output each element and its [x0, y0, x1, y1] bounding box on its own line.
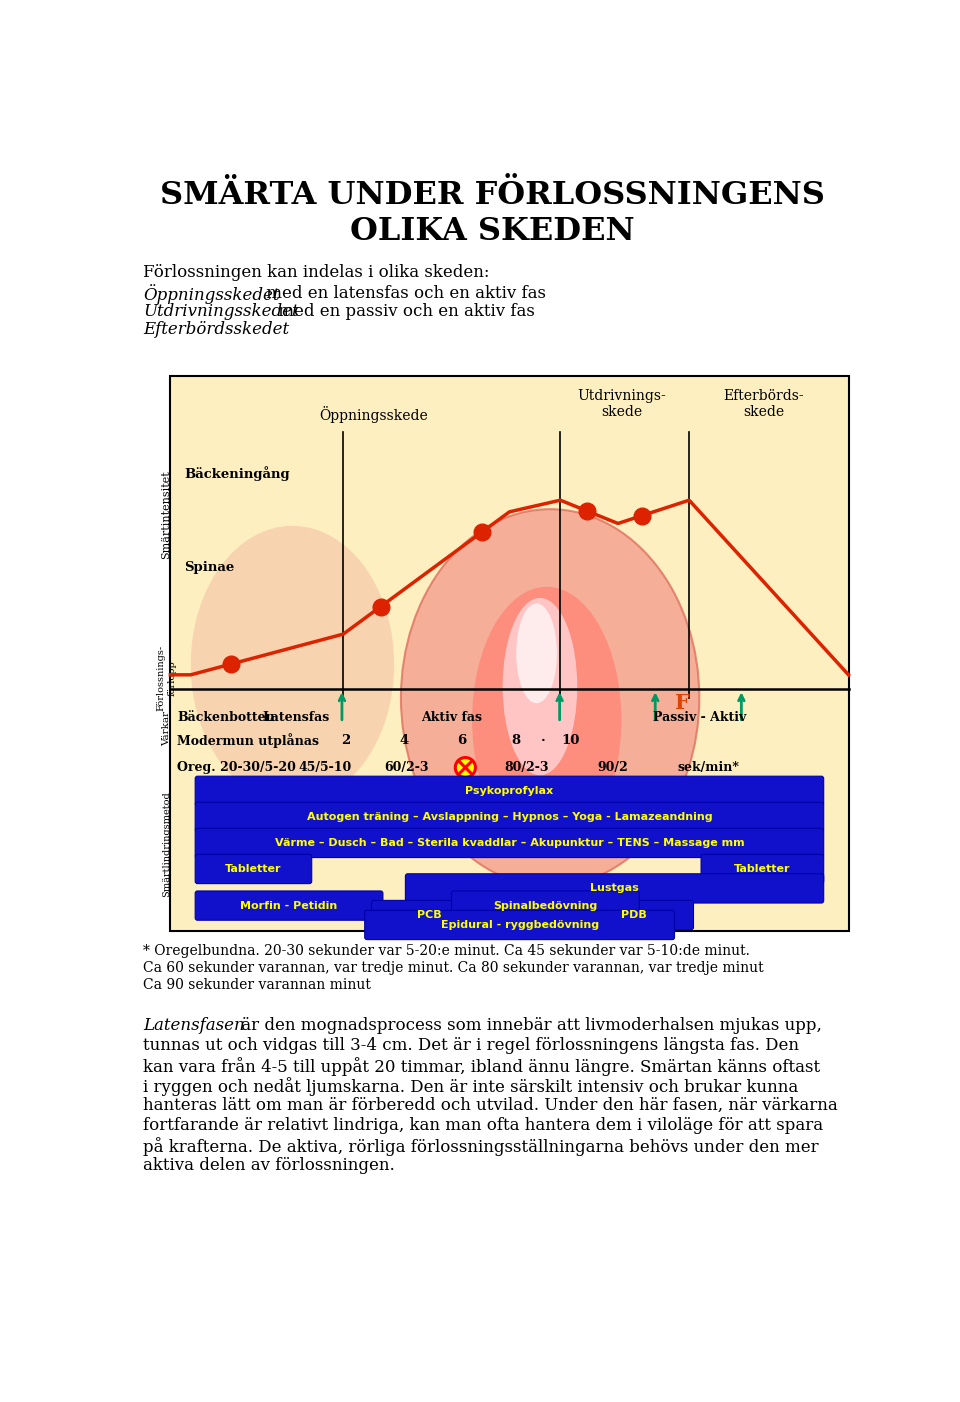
Text: Förlossnings-
förlopp: Förlossnings- förlopp: [156, 645, 177, 711]
Text: Lustgas: Lustgas: [590, 883, 639, 893]
Text: med en passiv och en aktiv fas: med en passiv och en aktiv fas: [274, 303, 536, 320]
Text: 4: 4: [399, 735, 409, 747]
Text: OLIKA SKEDEN: OLIKA SKEDEN: [349, 216, 635, 247]
Text: är den mognadsprocess som innebär att livmoderhalsen mjukas upp,: är den mognadsprocess som innebär att li…: [236, 1016, 822, 1033]
Ellipse shape: [516, 603, 557, 704]
Text: ·: ·: [541, 735, 545, 747]
Text: 60/2-3: 60/2-3: [384, 761, 428, 774]
Text: Tabletter: Tabletter: [734, 864, 791, 873]
Text: Spinalbedövning: Spinalbedövning: [493, 900, 597, 910]
Text: 10: 10: [562, 735, 580, 747]
FancyBboxPatch shape: [195, 802, 824, 831]
Text: 45/5-10: 45/5-10: [299, 761, 351, 774]
Text: sek/min*: sek/min*: [678, 761, 739, 774]
Text: fortfarande är relativt lindriga, kan man ofta hantera dem i viloläge för att sp: fortfarande är relativt lindriga, kan ma…: [143, 1117, 824, 1134]
FancyBboxPatch shape: [195, 829, 824, 858]
FancyBboxPatch shape: [195, 890, 383, 920]
Text: Aktiv fas: Aktiv fas: [421, 711, 482, 723]
Text: Bäckenbotten: Bäckenbotten: [178, 711, 275, 723]
Text: Smärtlindringsmetod: Smärtlindringsmetod: [162, 792, 171, 897]
Text: Öppningsskedet: Öppningsskedet: [143, 285, 279, 304]
Text: Utdrivningsskedet: Utdrivningsskedet: [143, 303, 299, 320]
Text: Bäckeningång: Bäckeningång: [184, 465, 290, 481]
Text: Latensfas: Latensfas: [262, 711, 329, 723]
Text: Psykoprofylax: Psykoprofylax: [466, 787, 554, 796]
Ellipse shape: [472, 587, 621, 852]
Text: 2: 2: [341, 735, 350, 747]
Text: aktiva delen av förlossningen.: aktiva delen av förlossningen.: [143, 1157, 395, 1173]
Circle shape: [455, 757, 475, 778]
Text: Modermun utplånas: Modermun utplånas: [178, 733, 319, 749]
Text: Ca 90 sekunder varannan minut: Ca 90 sekunder varannan minut: [143, 979, 372, 993]
Text: Morfin - Petidin: Morfin - Petidin: [240, 900, 338, 910]
Text: Tabletter: Tabletter: [226, 864, 281, 873]
Text: F: F: [675, 693, 689, 714]
Text: Förlossningen kan indelas i olika skeden:: Förlossningen kan indelas i olika skeden…: [143, 265, 490, 282]
Text: Spinae: Spinae: [184, 561, 234, 573]
Text: Ca 60 sekunder varannan, var tredje minut. Ca 80 sekunder varannan, var tredje m: Ca 60 sekunder varannan, var tredje minu…: [143, 962, 764, 976]
Text: * Oregelbundna. 20-30 sekunder var 5-20:e minut. Ca 45 sekunder var 5-10:de minu: * Oregelbundna. 20-30 sekunder var 5-20:…: [143, 945, 750, 959]
FancyBboxPatch shape: [451, 890, 639, 920]
Text: tunnas ut och vidgas till 3-4 cm. Det är i regel förlossningens längsta fas. Den: tunnas ut och vidgas till 3-4 cm. Det är…: [143, 1037, 800, 1054]
Text: Epidural - ryggbedövning: Epidural - ryggbedövning: [441, 920, 599, 930]
Ellipse shape: [401, 509, 699, 886]
Text: med en latensfas och en aktiv fas: med en latensfas och en aktiv fas: [261, 285, 546, 301]
Text: SMÄRTA UNDER FÖRLOSSNINGENS: SMÄRTA UNDER FÖRLOSSNINGENS: [159, 179, 825, 210]
Ellipse shape: [191, 526, 395, 803]
Text: Autogen träning – Avslappning – Hypnos – Yoga - Lamazeandning: Autogen träning – Avslappning – Hypnos –…: [306, 812, 712, 822]
Text: Värkar: Värkar: [162, 711, 171, 746]
Text: 6: 6: [457, 735, 467, 747]
FancyBboxPatch shape: [372, 900, 488, 930]
FancyBboxPatch shape: [405, 873, 824, 903]
Text: Passiv - Aktiv: Passiv - Aktiv: [653, 711, 746, 723]
Text: PDB: PDB: [621, 910, 647, 920]
Text: Oreg. 20-30/5-20: Oreg. 20-30/5-20: [178, 761, 296, 774]
Text: Efterbördsskedet: Efterbördsskedet: [143, 321, 289, 338]
Text: PCB: PCB: [418, 910, 442, 920]
Ellipse shape: [503, 597, 577, 775]
Text: Öppningsskede: Öppningsskede: [320, 407, 428, 423]
Text: Värme – Dusch – Bad – Sterila kvaddlar – Akupunktur – TENS – Massage mm: Värme – Dusch – Bad – Sterila kvaddlar –…: [275, 838, 744, 848]
FancyBboxPatch shape: [195, 854, 312, 883]
Text: 8: 8: [512, 735, 520, 747]
Text: Latensfasen: Latensfasen: [143, 1016, 245, 1033]
Bar: [170, 376, 849, 931]
Text: 90/2: 90/2: [597, 761, 628, 774]
Text: 80/2-3: 80/2-3: [504, 761, 549, 774]
FancyBboxPatch shape: [701, 854, 824, 883]
Text: Smärtintensitet: Smärtintensitet: [161, 470, 172, 559]
Text: hanteras lätt om man är förberedd och utvilad. Under den här fasen, när värkarna: hanteras lätt om man är förberedd och ut…: [143, 1096, 838, 1113]
Text: Efterbörds-
skede: Efterbörds- skede: [724, 388, 804, 419]
Text: Utdrivnings-
skede: Utdrivnings- skede: [577, 388, 665, 419]
Text: på krafterna. De aktiva, rörliga förlossningsställningarna behövs under den mer: på krafterna. De aktiva, rörliga förloss…: [143, 1137, 819, 1155]
FancyBboxPatch shape: [365, 910, 675, 939]
Text: i ryggen och nedåt ljumskarna. Den är inte särskilt intensiv och brukar kunna: i ryggen och nedåt ljumskarna. Den är in…: [143, 1077, 799, 1096]
FancyBboxPatch shape: [195, 777, 824, 806]
FancyBboxPatch shape: [575, 900, 693, 930]
Text: kan vara från 4-5 till uppåt 20 timmar, ibland ännu längre. Smärtan känns oftast: kan vara från 4-5 till uppåt 20 timmar, …: [143, 1057, 821, 1075]
